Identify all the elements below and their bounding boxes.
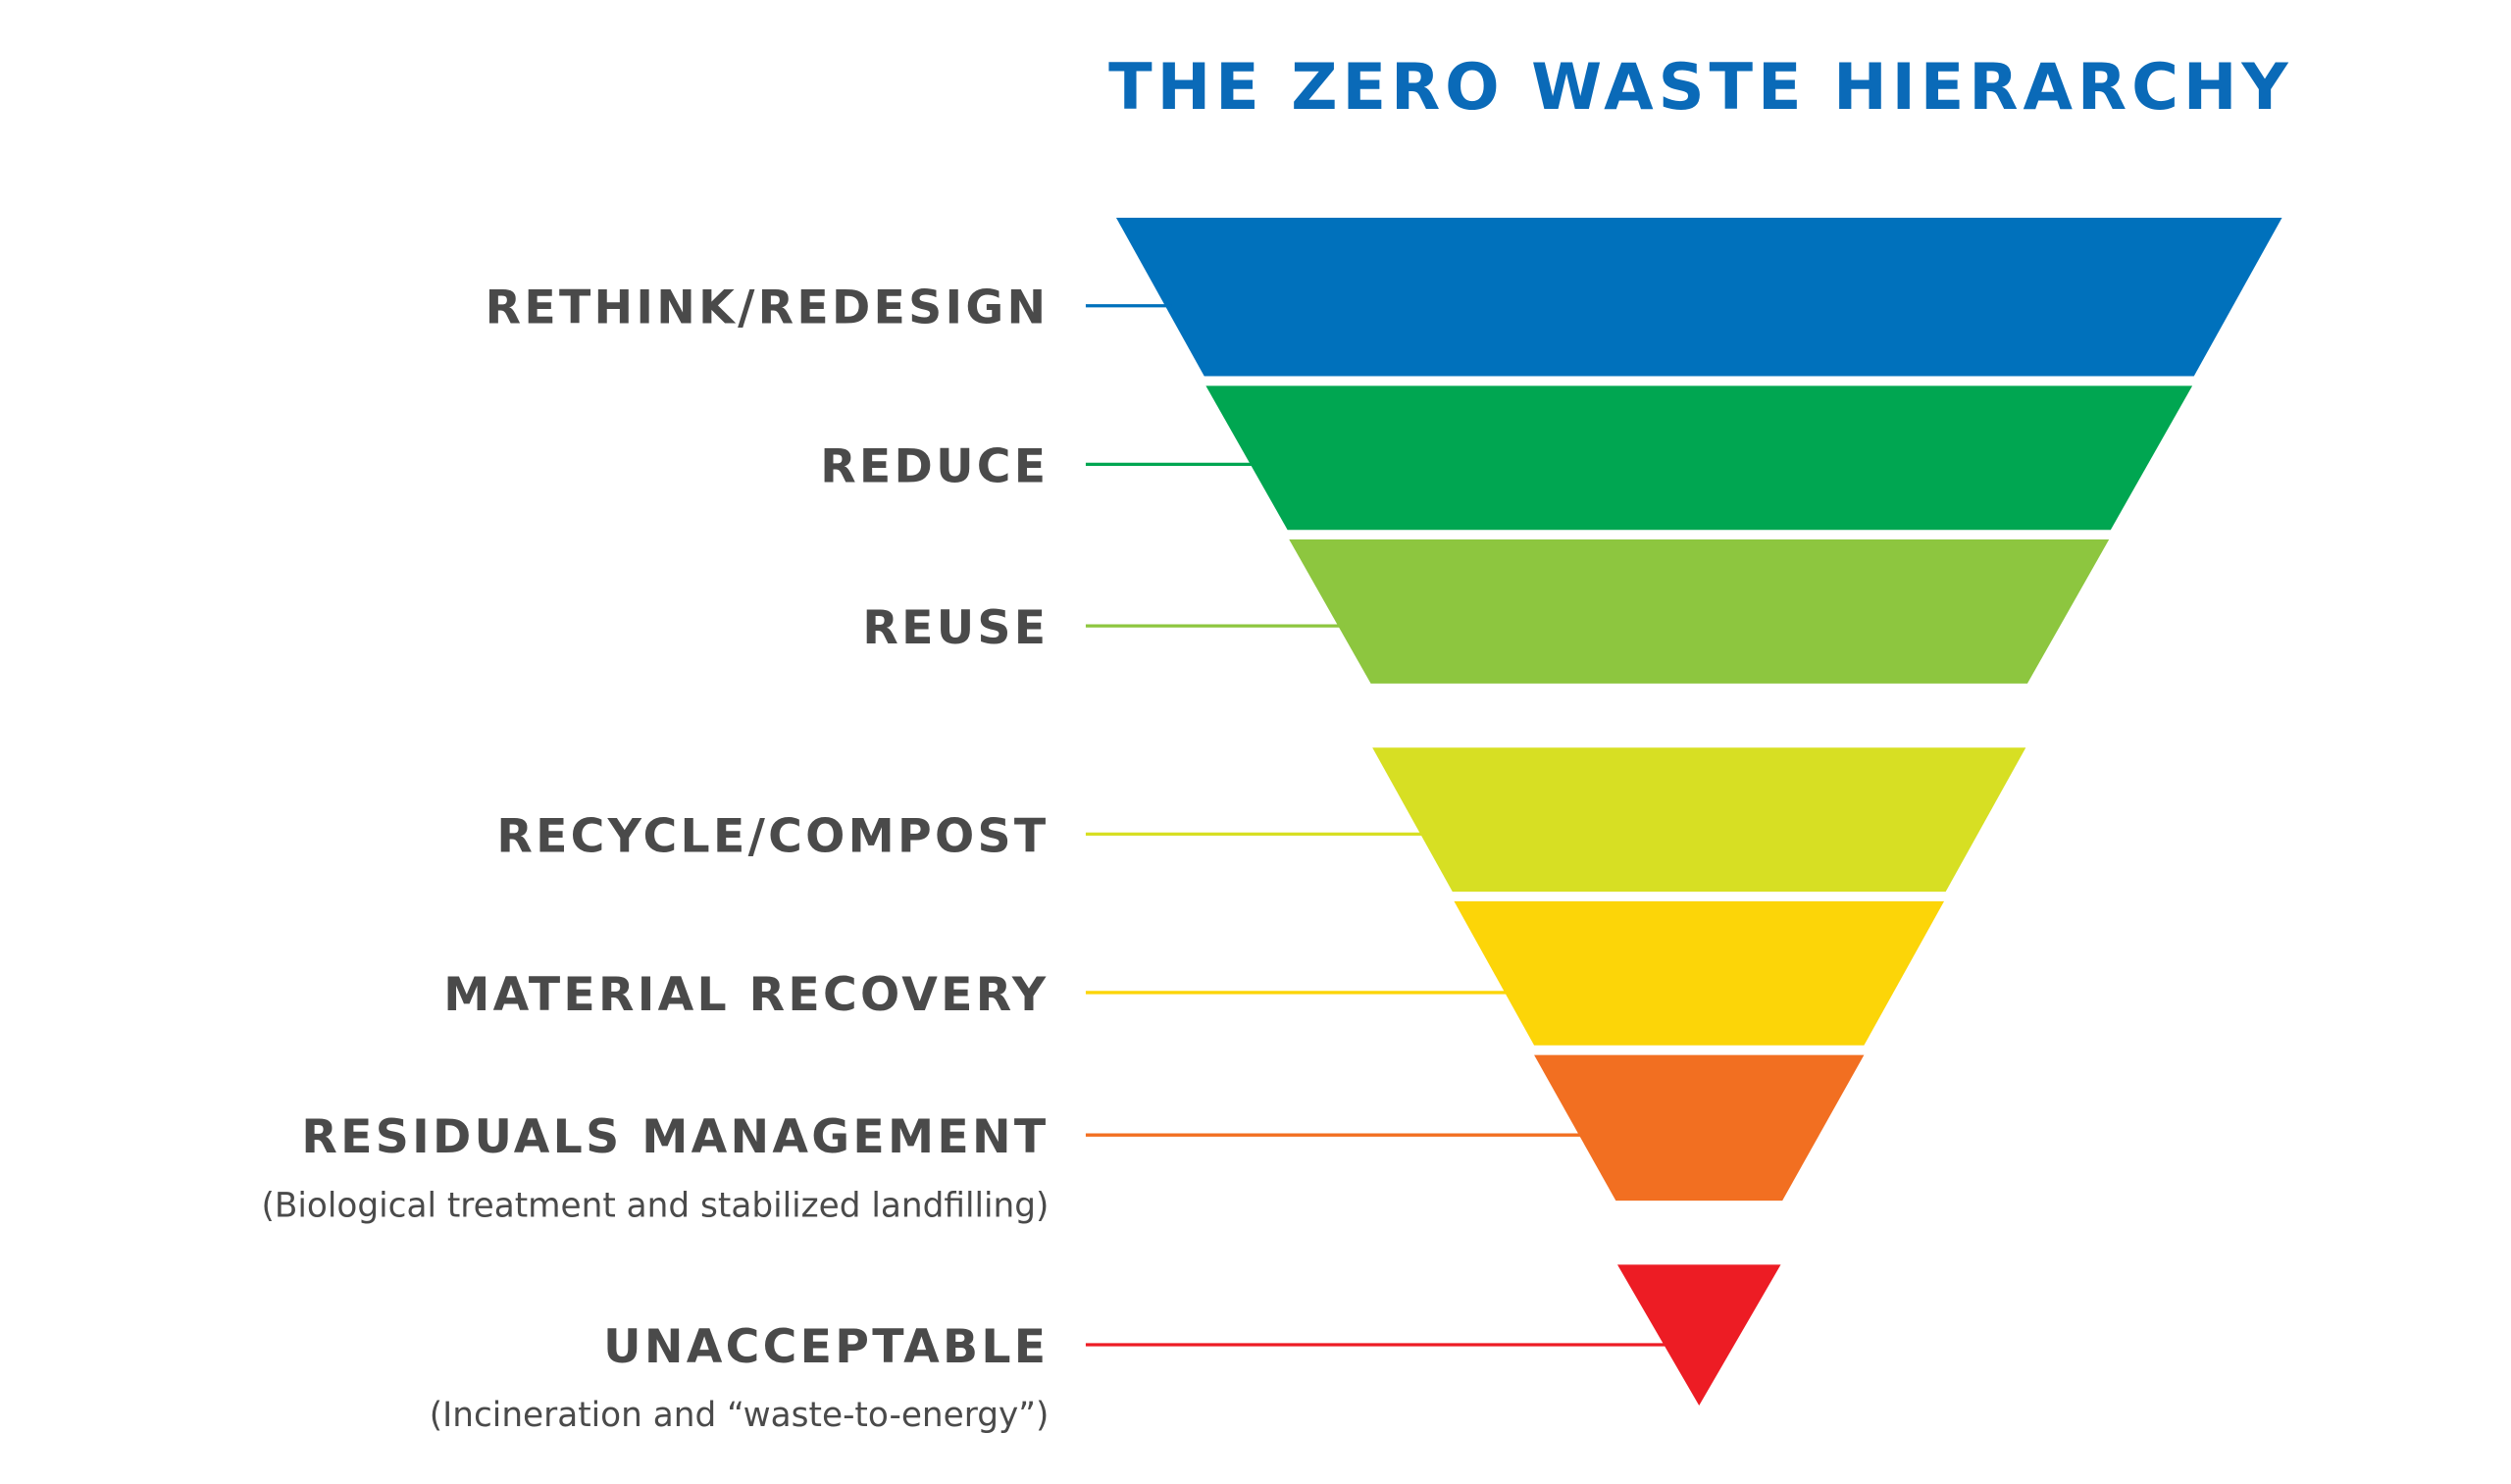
hierarchy-level	[1289, 539, 2110, 684]
hierarchy-level	[1372, 747, 2026, 893]
level-label: UNACCEPTABLE	[603, 1320, 1049, 1374]
level-note: (Biological treatment and stabilized lan…	[261, 1186, 1049, 1225]
level-label: REDUCE	[820, 439, 1049, 493]
level-note: (Incineration and “waste-to-energy”)	[430, 1396, 1050, 1435]
level-label: RETHINK/REDESIGN	[486, 281, 1050, 335]
level-label: MATERIAL RECOVERY	[443, 968, 1049, 1022]
hierarchy-level	[1616, 1264, 1781, 1407]
title: THE ZERO WASTE HIERARCHY	[1108, 50, 2292, 125]
hierarchy-level	[1115, 217, 2282, 377]
hierarchy-level	[1205, 385, 2193, 531]
hierarchy-level	[1454, 900, 1945, 1046]
level-label: REUSE	[862, 601, 1049, 655]
level-label: RECYCLE/COMPOST	[496, 809, 1049, 863]
level-label: RESIDUALS MANAGEMENT	[301, 1110, 1049, 1164]
hierarchy-level	[1534, 1054, 1865, 1202]
